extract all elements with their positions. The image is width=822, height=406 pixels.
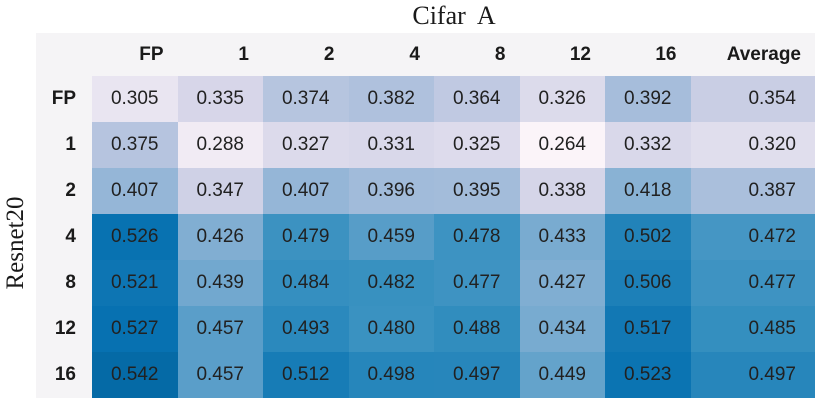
chart-title: Cifar A [412, 1, 496, 30]
heatmap-table: FP 1 2 4 8 12 16 Average FP 0.305 0.335 0.374 0.382 0… [36, 33, 815, 398]
row-header-12: 12 [54, 318, 76, 339]
heatmap-cell: 0.354 [690, 76, 815, 122]
heatmap-cell: 0.382 [348, 76, 434, 122]
y-axis-label: Resnet20 [2, 196, 29, 290]
heatmap-cell: 0.506 [605, 260, 691, 306]
heatmap-cell: 0.288 [177, 122, 263, 168]
column-header-average: Average [726, 43, 801, 65]
heatmap-cell: 0.526 [92, 214, 178, 260]
heatmap-cell: 0.477 [434, 260, 520, 306]
row-header-2: 2 [65, 180, 76, 201]
heatmap-cell: 0.459 [348, 214, 434, 260]
heatmap-cell: 0.387 [690, 168, 815, 214]
heatmap-cell: 0.512 [263, 352, 349, 398]
heatmap-cell: 0.439 [177, 260, 263, 306]
heatmap-cell: 0.478 [434, 214, 520, 260]
heatmap-cell: 0.338 [519, 168, 605, 214]
heatmap-cell: 0.331 [348, 122, 434, 168]
heatmap-cell: 0.407 [92, 168, 178, 214]
heatmap-cell: 0.375 [92, 122, 178, 168]
heatmap-cell: 0.326 [519, 76, 605, 122]
heatmap-cell: 0.332 [605, 122, 691, 168]
heatmap-cell: 0.449 [519, 352, 605, 398]
heatmap-cell: 0.498 [348, 352, 434, 398]
heatmap-cell: 0.407 [263, 168, 349, 214]
heatmap-cell: 0.480 [348, 306, 434, 352]
heatmap-cell: 0.320 [690, 122, 815, 168]
heatmap-cell: 0.457 [177, 306, 263, 352]
heatmap-cell: 0.434 [519, 306, 605, 352]
heatmap-cell: 0.477 [690, 260, 815, 306]
heatmap-cell: 0.374 [263, 76, 349, 122]
column-header-12: 12 [569, 43, 591, 65]
heatmap-cell: 0.395 [434, 168, 520, 214]
row-header-8: 8 [65, 272, 76, 293]
heatmap-cell: 0.482 [348, 260, 434, 306]
heatmap-cell: 0.427 [519, 260, 605, 306]
corner-cell [36, 33, 92, 76]
heatmap-cell: 0.484 [263, 260, 349, 306]
heatmap-cell: 0.497 [690, 352, 815, 398]
heatmap-cell: 0.396 [348, 168, 434, 214]
column-header-4: 4 [409, 43, 420, 65]
heatmap-cell: 0.542 [92, 352, 178, 398]
heatmap-cell: 0.426 [177, 214, 263, 260]
row-header-16: 16 [54, 364, 76, 385]
row-header-fp: FP [51, 88, 76, 109]
heatmap-cell: 0.457 [177, 352, 263, 398]
heatmap-cell: 0.335 [177, 76, 263, 122]
heatmap-cell: 0.527 [92, 306, 178, 352]
heatmap-cell: 0.497 [434, 352, 520, 398]
heatmap-cell: 0.485 [690, 306, 815, 352]
row-header-4: 4 [65, 226, 76, 247]
heatmap-cell: 0.517 [605, 306, 691, 352]
row-header-1: 1 [65, 134, 76, 155]
heatmap-cell: 0.479 [263, 214, 349, 260]
column-header-8: 8 [494, 43, 506, 65]
heatmap-cell: 0.264 [519, 122, 605, 168]
heatmap-cell: 0.502 [605, 214, 691, 260]
heatmap-cell: 0.488 [434, 306, 520, 352]
heatmap-cell: 0.305 [92, 76, 178, 122]
heatmap-cell: 0.418 [605, 168, 691, 214]
heatmap-cell: 0.493 [263, 306, 349, 352]
heatmap-cell: 0.523 [605, 352, 691, 398]
column-header-fp: FP [139, 43, 164, 65]
heatmap-cell: 0.392 [605, 76, 691, 122]
column-header-16: 16 [655, 43, 677, 65]
heatmap-cell: 0.364 [434, 76, 520, 122]
heatmap-cell: 0.472 [690, 214, 815, 260]
column-header-2: 2 [323, 43, 335, 65]
heatmap-cell: 0.347 [177, 168, 263, 214]
heatmap-cell: 0.433 [519, 214, 605, 260]
column-header-1: 1 [238, 43, 249, 65]
heatmap-cell: 0.325 [434, 122, 520, 168]
heatmap-cell: 0.521 [92, 260, 178, 306]
heatmap-cell: 0.327 [263, 122, 349, 168]
